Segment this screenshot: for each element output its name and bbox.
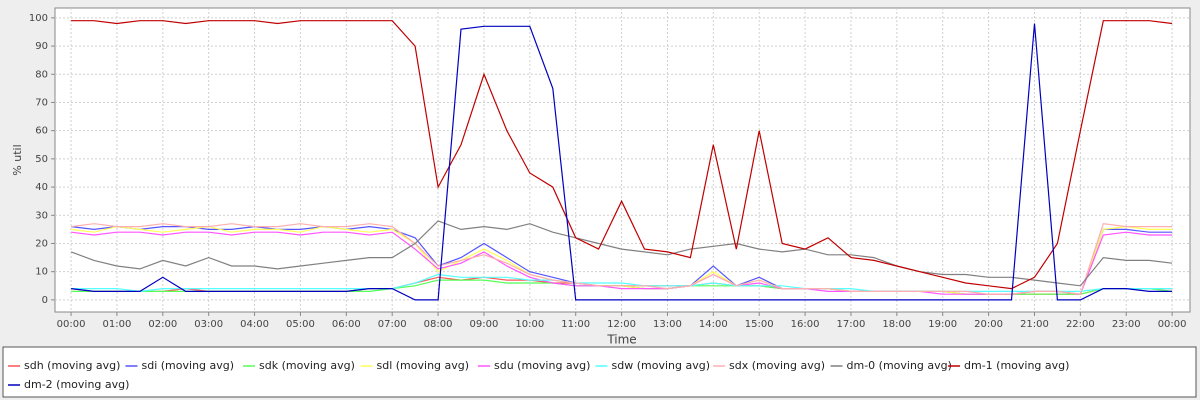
y-tick-label: 100: [29, 13, 48, 24]
x-tick-label: 17:00: [837, 319, 866, 330]
x-tick-label: 10:00: [515, 319, 544, 330]
x-tick-label: 23:00: [1112, 319, 1141, 330]
legend-label: dm-0 (moving avg): [847, 359, 952, 372]
x-tick-label: 19:00: [928, 319, 957, 330]
x-tick-label: 12:00: [607, 319, 636, 330]
legend-label: dm-1 (moving avg): [964, 359, 1069, 372]
y-tick-label: 40: [35, 182, 48, 193]
x-tick-label: 06:00: [332, 319, 361, 330]
x-tick-label: 16:00: [791, 319, 820, 330]
x-tick-label: 11:00: [561, 319, 590, 330]
series-line: [71, 223, 1173, 295]
series-line: [71, 20, 1173, 290]
legend-label: sdu (moving avg): [494, 359, 590, 372]
x-tick-label: 08:00: [424, 319, 453, 330]
series-line: [70, 220, 1173, 287]
series-line: [71, 273, 1173, 293]
x-tick-label: 14:00: [699, 319, 728, 330]
y-tick-label: 50: [35, 154, 48, 165]
legend-label: sdx (moving avg): [729, 359, 825, 372]
x-tick-label: 20:00: [974, 319, 1003, 330]
x-tick-label: 02:00: [148, 319, 177, 330]
y-axis-label: % util: [11, 144, 24, 175]
y-tick-label: 60: [35, 126, 48, 137]
y-tick-label: 10: [35, 267, 48, 278]
x-tick-label: 00:00: [1158, 319, 1187, 330]
y-tick-label: 0: [42, 295, 48, 306]
y-tick-label: 30: [35, 210, 48, 221]
y-tick-label: 80: [35, 69, 48, 80]
x-tick-label: 01:00: [103, 319, 132, 330]
series-line: [71, 23, 1173, 301]
legend-label: sdl (moving avg): [377, 359, 470, 372]
x-tick-label: 22:00: [1066, 319, 1095, 330]
legend-label: sdw (moving avg): [612, 359, 710, 372]
x-tick-label: 18:00: [882, 319, 911, 330]
legend-box: [2, 346, 1197, 398]
y-tick-label: 90: [35, 41, 48, 52]
x-tick-label: 21:00: [1020, 319, 1049, 330]
x-tick-label: 09:00: [470, 319, 499, 330]
plot-area: [54, 7, 1191, 313]
y-tick-label: 70: [35, 97, 48, 108]
legend-label: sdh (moving avg): [24, 359, 120, 372]
x-tick-label: 03:00: [194, 319, 223, 330]
y-tick-label: 20: [35, 238, 48, 249]
x-tick-label: 15:00: [745, 319, 774, 330]
legend-label: sdk (moving avg): [259, 359, 355, 372]
x-tick-label: 05:00: [286, 319, 315, 330]
x-tick-label: 07:00: [378, 319, 407, 330]
x-tick-label: 13:00: [653, 319, 682, 330]
legend-label: dm-2 (moving avg): [24, 378, 129, 391]
x-tick-label: 00:00: [57, 319, 86, 330]
x-tick-label: 04:00: [240, 319, 269, 330]
x-axis-label: Time: [606, 333, 636, 347]
legend-label: sdi (moving avg): [142, 359, 235, 372]
